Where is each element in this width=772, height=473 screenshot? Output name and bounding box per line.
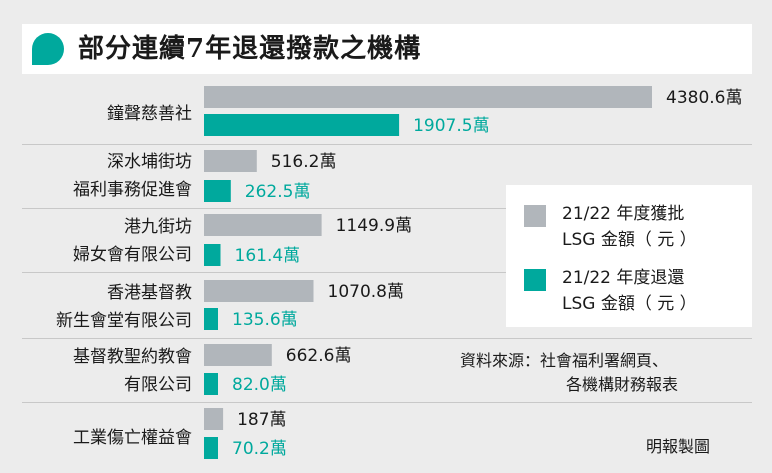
approved-value-label: 4380.6萬 <box>666 88 742 108</box>
source-note: 資料來源：社會福利署網頁、 <box>460 351 669 370</box>
approved-bar <box>204 344 272 366</box>
returned-value-label: 262.5萬 <box>245 182 311 202</box>
returned-bar <box>204 308 218 330</box>
category-label: 鐘聲慈善社 <box>107 104 192 124</box>
legend-label-approved-line2: LSG 金額（ 元 ） <box>562 230 697 250</box>
category-label: 福利事務促進會 <box>73 180 192 200</box>
approved-value-label: 1149.9萬 <box>336 216 412 236</box>
legend-label-returned-line1: 21/22 年度退還 <box>562 268 685 288</box>
returned-value-label: 161.4萬 <box>235 246 301 266</box>
returned-bar <box>204 244 221 266</box>
category-label: 基督教聖約教會 <box>73 347 192 367</box>
group-divider <box>22 338 752 339</box>
category-label: 香港基督教 <box>107 283 192 303</box>
legend: 21/22 年度獲批 LSG 金額（ 元 ） 21/22 年度退還 LSG 金額… <box>506 185 752 327</box>
approved-value-label: 662.6萬 <box>286 346 352 366</box>
legend-swatch-approved <box>524 205 546 227</box>
returned-value-label: 1907.5萬 <box>413 116 489 136</box>
approved-bar <box>204 214 322 236</box>
category-label: 有限公司 <box>124 375 192 395</box>
category-label: 工業傷亡權益會 <box>73 428 192 448</box>
group-divider <box>22 208 752 209</box>
returned-value-label: 135.6萬 <box>232 310 298 330</box>
approved-bar <box>204 150 257 172</box>
category-label: 港九街坊 <box>124 217 192 237</box>
approved-bar <box>204 280 314 302</box>
approved-value-label: 516.2萬 <box>271 152 337 172</box>
approved-bar <box>204 408 224 430</box>
legend-swatch-returned <box>524 269 546 291</box>
legend-label-returned-line2: LSG 金額（ 元 ） <box>562 294 697 314</box>
returned-bar <box>204 114 400 136</box>
chart-title: 部分連續7年退還撥款之機構 <box>78 34 422 64</box>
returned-value-label: 82.0萬 <box>232 375 287 395</box>
legend-label-approved-line1: 21/22 年度獲批 <box>562 204 685 224</box>
returned-bar <box>204 180 231 202</box>
approved-value-label: 1070.8萬 <box>328 282 404 302</box>
source-note-line2: 各機構財務報表 <box>566 375 679 394</box>
returned-value-label: 70.2萬 <box>232 439 287 459</box>
title-bar: 部分連續7年退還撥款之機構 <box>22 24 752 74</box>
category-label: 深水埔街坊 <box>107 152 192 172</box>
speech-bubble-icon <box>32 33 64 65</box>
approved-bar <box>204 86 652 108</box>
approved-value-label: 187萬 <box>237 410 286 430</box>
category-label: 新生會堂有限公司 <box>56 311 192 331</box>
group-divider <box>22 402 752 403</box>
credit: 明報製圖 <box>646 437 711 456</box>
group-divider <box>22 272 752 273</box>
category-label: 婦女會有限公司 <box>73 245 192 265</box>
group-divider <box>22 144 752 145</box>
returned-bar <box>204 437 218 459</box>
returned-bar <box>204 373 218 395</box>
